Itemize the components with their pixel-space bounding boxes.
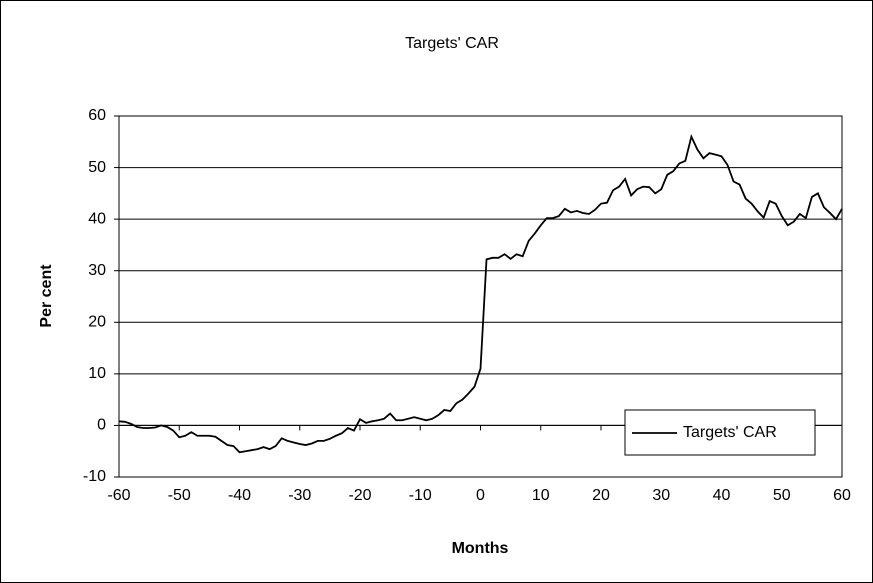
x-tick-label: -30 (288, 487, 311, 504)
x-tick-label: 30 (652, 487, 670, 504)
y-tick-label: 20 (88, 314, 106, 331)
y-tick-label: 40 (88, 210, 106, 227)
x-tick-label: -60 (107, 487, 130, 504)
y-tick-label: 50 (88, 159, 106, 176)
x-tick-label: -20 (348, 487, 371, 504)
y-tick-label: 0 (97, 417, 106, 434)
x-tick-label: 40 (713, 487, 731, 504)
x-tick-label: -10 (409, 487, 432, 504)
chart-title: Targets' CAR (405, 35, 499, 52)
x-axis-label: Months (452, 540, 509, 557)
x-tick-label: 60 (833, 487, 851, 504)
x-tick-label: 0 (476, 487, 485, 504)
x-tick-label: 20 (592, 487, 610, 504)
line-series (118, 133, 843, 454)
y-tick-label: 10 (88, 365, 106, 382)
x-tick-label: 10 (532, 487, 550, 504)
x-tick-label: 50 (773, 487, 791, 504)
legend-label: Targets' CAR (683, 424, 777, 441)
y-tick-label: 60 (88, 107, 106, 124)
x-tick-label: -40 (228, 487, 251, 504)
y-axis-label: Per cent (38, 264, 55, 328)
y-tick-label: 30 (88, 262, 106, 279)
y-tick-label: -10 (83, 468, 106, 485)
x-tick-label: -50 (168, 487, 191, 504)
